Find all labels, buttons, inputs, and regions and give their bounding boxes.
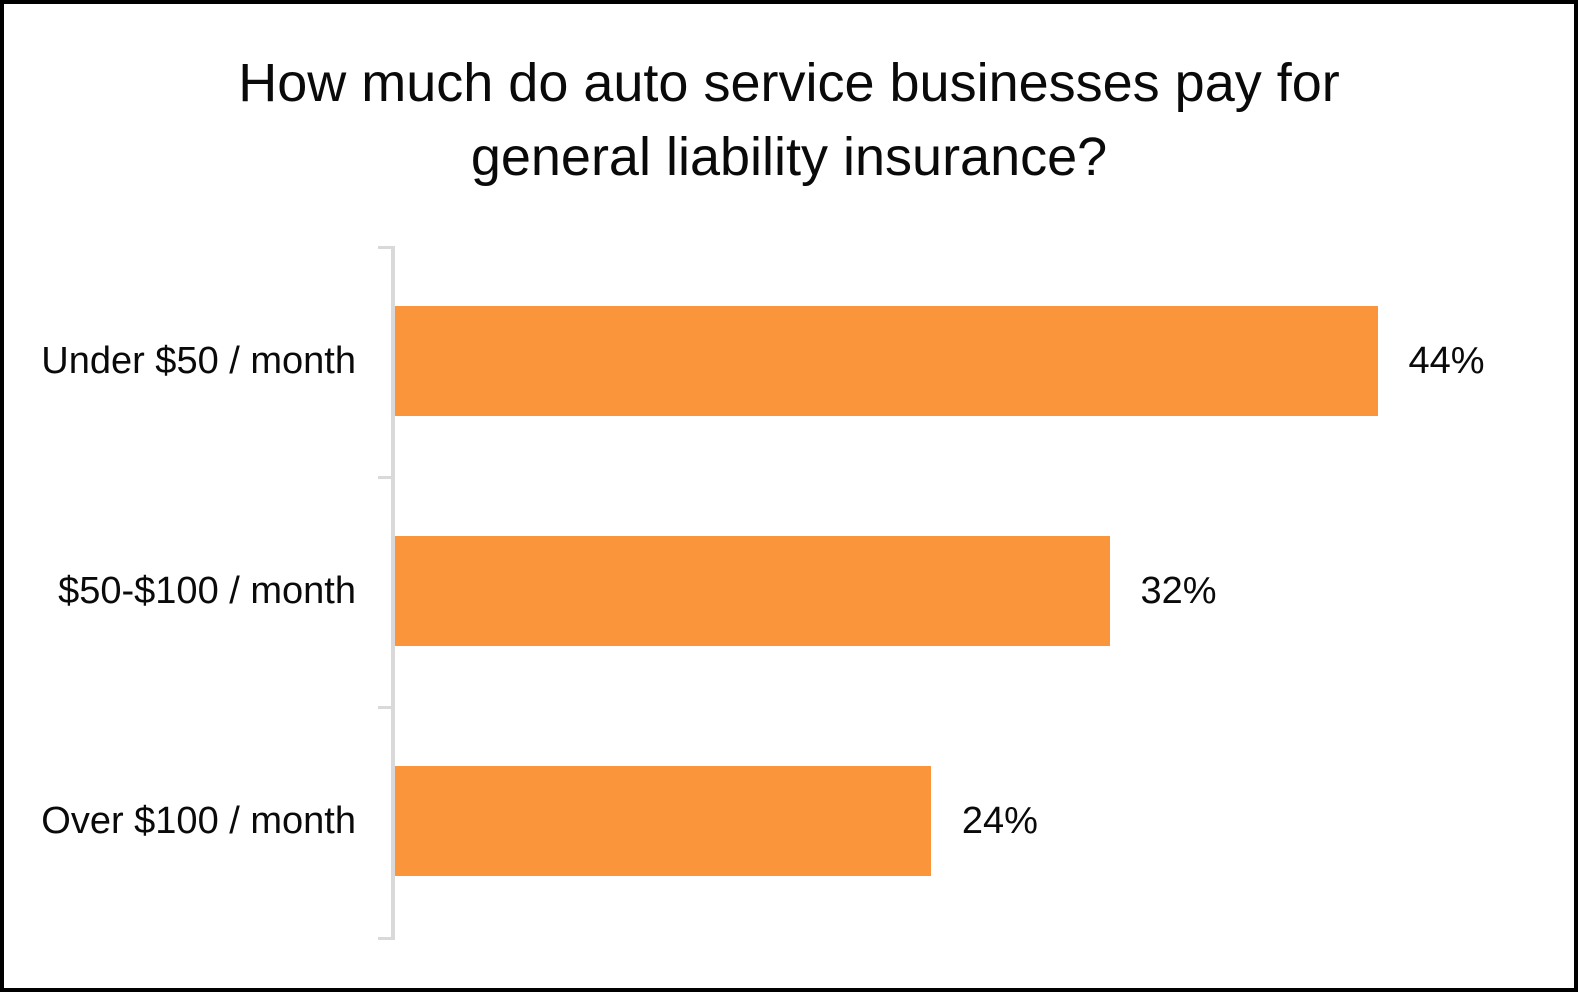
bar — [395, 536, 1110, 646]
bar — [395, 766, 931, 876]
bar — [395, 306, 1378, 416]
axis-tick — [378, 476, 392, 479]
axis-tick — [378, 937, 392, 940]
chart-title-line2: general liability insurance? — [470, 127, 1108, 187]
bar-track: 44% — [395, 246, 1574, 476]
category-label: Over $100 / month — [41, 799, 356, 842]
axis-tick — [378, 246, 392, 249]
plot-area: Under $50 / month 44% $50-$100 / month 32% O… — [4, 246, 1574, 940]
chart-title: How much do auto service businesses pay … — [4, 46, 1574, 194]
bar-track: 32% — [395, 476, 1574, 706]
axis-tick — [378, 706, 392, 709]
chart-row: Over $100 / month 24% — [41, 706, 1574, 936]
category-label: $50-$100 / month — [58, 569, 356, 612]
chart-title-line1: How much do auto service businesses pay … — [238, 53, 1340, 113]
chart-row: $50-$100 / month 32% — [58, 476, 1574, 706]
chart-row: Under $50 / month 44% — [41, 246, 1574, 476]
chart-rows: Under $50 / month 44% $50-$100 / month 32% O… — [41, 246, 1574, 936]
value-label: 44% — [1408, 339, 1485, 382]
value-label: 32% — [1140, 569, 1217, 612]
value-label: 24% — [961, 799, 1038, 842]
bar-track: 24% — [395, 706, 1574, 936]
category-label: Under $50 / month — [41, 339, 356, 382]
y-axis-line — [391, 246, 395, 940]
